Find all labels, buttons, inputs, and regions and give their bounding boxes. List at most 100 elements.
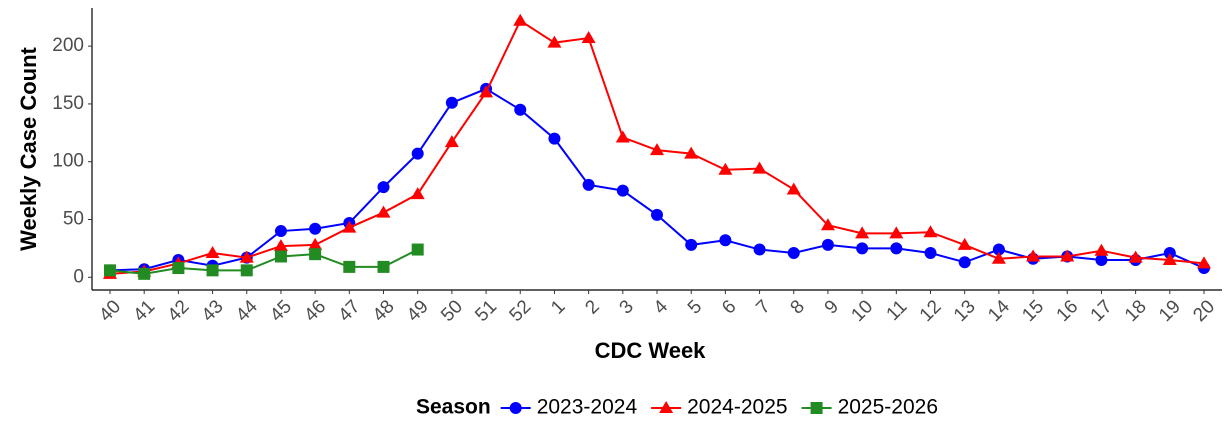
y-tick-label: 100 bbox=[52, 151, 84, 172]
x-tick-label: 13 bbox=[950, 296, 980, 326]
x-tick-label: 20 bbox=[1189, 296, 1219, 326]
x-tick-label: 1 bbox=[547, 296, 569, 318]
x-tick-label: 49 bbox=[403, 296, 433, 326]
x-tick-label: 50 bbox=[437, 296, 467, 326]
marker bbox=[650, 143, 664, 156]
x-tick-label: 14 bbox=[984, 296, 1014, 326]
marker bbox=[1197, 256, 1211, 269]
marker bbox=[377, 260, 390, 273]
marker bbox=[444, 135, 459, 148]
x-tick-label: 17 bbox=[1087, 296, 1117, 326]
marker bbox=[411, 147, 424, 160]
marker bbox=[890, 242, 903, 255]
series-line bbox=[109, 248, 419, 275]
marker bbox=[685, 238, 698, 251]
marker bbox=[924, 247, 937, 260]
legend-title: Season bbox=[416, 396, 491, 419]
marker bbox=[957, 237, 972, 250]
marker bbox=[376, 205, 391, 218]
x-tick-label: 5 bbox=[684, 296, 706, 318]
marker bbox=[1094, 243, 1109, 256]
marker bbox=[992, 243, 1005, 256]
x-tick-label: 2 bbox=[581, 296, 603, 318]
x-tick-label: 45 bbox=[266, 296, 296, 326]
x-tick-label: 41 bbox=[129, 296, 159, 326]
marker bbox=[615, 130, 630, 143]
marker bbox=[718, 162, 733, 175]
legend: Season 2023-2024 2024-2025 2025-2026 bbox=[416, 396, 938, 419]
marker bbox=[582, 178, 595, 191]
marker bbox=[410, 187, 425, 200]
marker bbox=[923, 225, 938, 238]
marker bbox=[548, 132, 561, 145]
marker bbox=[240, 264, 253, 277]
marker bbox=[991, 251, 1006, 264]
marker bbox=[616, 184, 629, 197]
marker bbox=[513, 13, 528, 26]
marker bbox=[138, 267, 151, 280]
x-tick-label: 10 bbox=[847, 296, 877, 326]
marker bbox=[342, 220, 357, 233]
marker bbox=[274, 250, 287, 263]
y-tick-label: 150 bbox=[52, 93, 84, 114]
marker bbox=[514, 103, 527, 116]
x-tick-label: 47 bbox=[335, 296, 365, 326]
legend-label: 2024-2025 bbox=[687, 396, 787, 419]
x-tick-label: 19 bbox=[1155, 296, 1185, 326]
x-tick-label: 18 bbox=[1121, 296, 1151, 326]
marker bbox=[239, 250, 254, 263]
marker bbox=[752, 161, 767, 174]
marker bbox=[719, 234, 732, 247]
x-axis-title: CDC Week bbox=[595, 338, 707, 363]
marker bbox=[1128, 250, 1143, 263]
marker bbox=[821, 238, 834, 251]
x-tick-label: 4 bbox=[650, 296, 673, 319]
marker bbox=[753, 243, 766, 256]
marker bbox=[1026, 249, 1041, 262]
series bbox=[104, 243, 424, 280]
marker bbox=[445, 96, 458, 109]
legend-label: 2025-2026 bbox=[838, 396, 938, 419]
x-tick-label: 44 bbox=[232, 296, 262, 326]
marker bbox=[274, 225, 287, 238]
y-axis-title: Weekly Case Count bbox=[16, 46, 41, 250]
legend-label: 2023-2024 bbox=[537, 396, 638, 419]
x-tick-label: 40 bbox=[95, 296, 125, 326]
x-tick-label: 46 bbox=[300, 296, 330, 326]
series bbox=[104, 82, 1210, 277]
marker bbox=[958, 256, 971, 269]
x-tick-label: 12 bbox=[916, 296, 946, 326]
x-tick-label: 51 bbox=[471, 296, 501, 326]
marker bbox=[659, 401, 674, 413]
x-tick-label: 15 bbox=[1018, 296, 1048, 326]
x-tick-label: 3 bbox=[616, 296, 638, 318]
marker bbox=[820, 218, 835, 231]
marker bbox=[889, 226, 904, 239]
x-tick-label: 48 bbox=[369, 296, 399, 326]
marker bbox=[411, 243, 424, 256]
y-tick-label: 200 bbox=[52, 35, 84, 56]
marker bbox=[1095, 253, 1108, 266]
marker bbox=[509, 402, 522, 414]
x-tick-label: 42 bbox=[164, 296, 194, 326]
marker bbox=[651, 208, 663, 221]
marker bbox=[308, 237, 323, 250]
series-line bbox=[109, 87, 1205, 272]
y-tick-label: 50 bbox=[63, 209, 84, 230]
x-tick-label: 7 bbox=[752, 296, 774, 318]
marker bbox=[810, 402, 823, 414]
marker bbox=[309, 222, 322, 235]
marker bbox=[172, 262, 185, 275]
x-tick-label: 11 bbox=[883, 296, 912, 325]
marker bbox=[205, 246, 220, 259]
marker bbox=[309, 248, 322, 261]
x-tick-label: 16 bbox=[1053, 296, 1083, 326]
marker bbox=[479, 85, 494, 98]
y-tick-label: 0 bbox=[73, 266, 84, 287]
x-tick-label: 8 bbox=[787, 296, 809, 318]
marker bbox=[273, 239, 288, 252]
marker bbox=[856, 242, 869, 255]
x-tick-label: 6 bbox=[718, 296, 740, 318]
marker bbox=[684, 146, 699, 159]
